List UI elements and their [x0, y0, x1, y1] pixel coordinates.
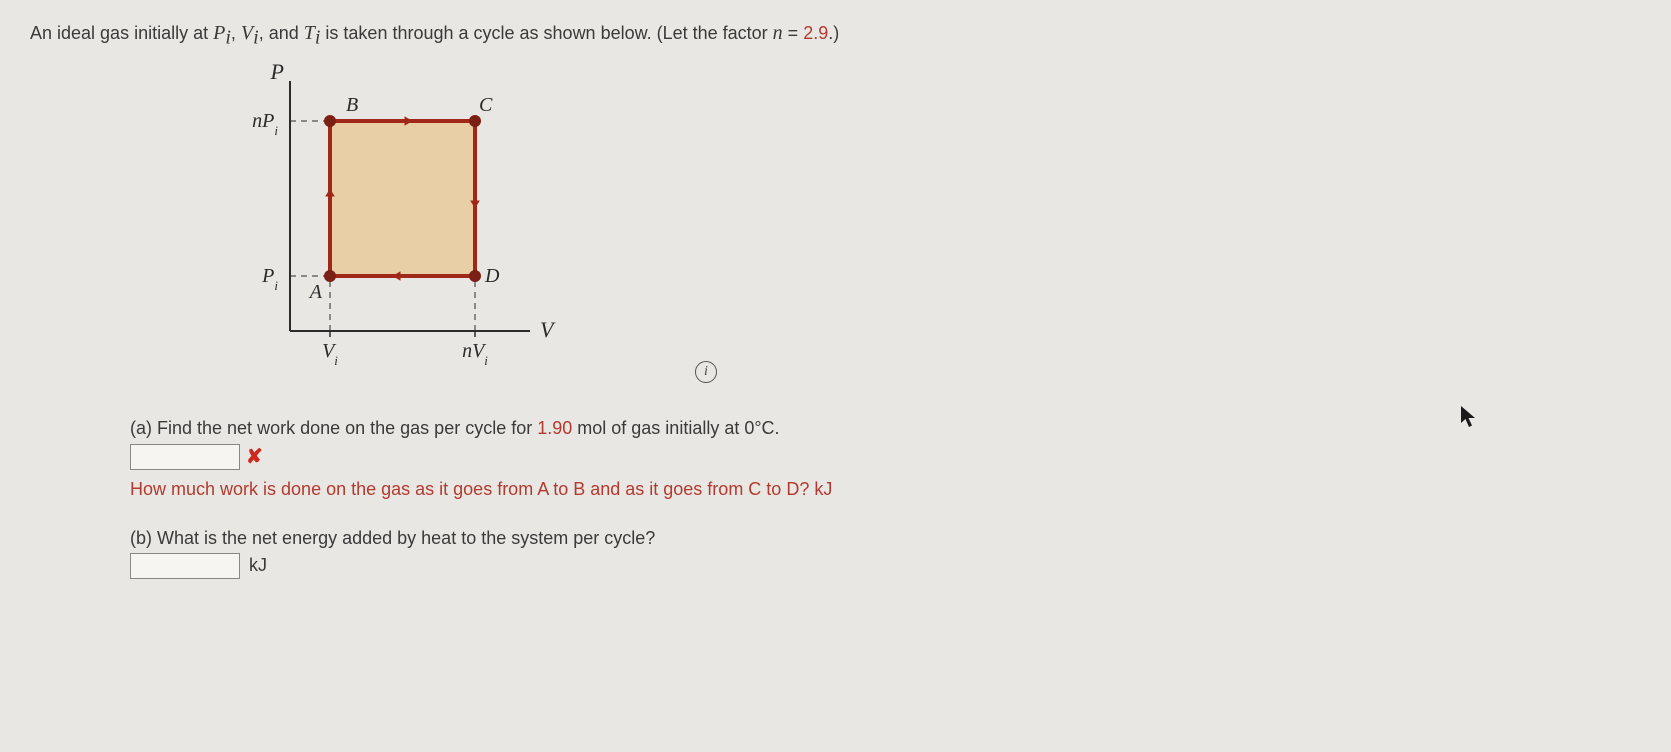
part-a-text: (a) Find the net work done on the gas pe…: [130, 415, 1330, 442]
cursor-icon: [1460, 405, 1478, 429]
part-b-text: (b) What is the net energy added by heat…: [130, 525, 1330, 552]
eq: =: [783, 23, 804, 43]
svg-text:nVi: nVi: [462, 340, 488, 368]
comma1: ,: [231, 23, 241, 43]
p-symbol: P: [213, 22, 225, 44]
svg-text:A: A: [308, 281, 323, 303]
svg-text:Vi: Vi: [322, 340, 338, 368]
question-parts: (a) Find the net work done on the gas pe…: [130, 415, 1330, 579]
info-icon[interactable]: i: [695, 361, 717, 383]
svg-text:P: P: [270, 61, 284, 84]
part-a-answer-row: ✘: [130, 442, 1330, 472]
v-symbol: V: [241, 22, 253, 44]
comma2: , and: [259, 23, 304, 43]
n-symbol: n: [773, 22, 783, 44]
svg-text:Pi: Pi: [261, 265, 278, 293]
svg-text:C: C: [479, 94, 493, 116]
part-a-mol: 1.90: [537, 418, 572, 438]
prompt-text-1: An ideal gas initially at: [30, 23, 213, 43]
part-b-answer-row: kJ: [130, 552, 1330, 579]
prompt-text-2: is taken through a cycle as shown below.…: [320, 23, 772, 43]
svg-text:D: D: [484, 265, 500, 287]
part-a-label1: (a) Find the net work done on the gas pe…: [130, 418, 537, 438]
svg-text:V: V: [540, 317, 556, 342]
t-symbol: T: [304, 22, 315, 44]
part-a: (a) Find the net work done on the gas pe…: [130, 415, 1330, 503]
n-value: 2.9: [803, 23, 828, 43]
pv-diagram-svg: P VnPi Pi Vi nVi A B C D: [200, 61, 620, 391]
part-a-label2: mol of gas initially at 0°C.: [572, 418, 779, 438]
part-b-unit: kJ: [249, 555, 267, 575]
part-a-input[interactable]: [130, 444, 240, 470]
part-a-hint: How much work is done on the gas as it g…: [130, 476, 1330, 503]
pv-diagram: PVnPiPiVinViABCD i: [200, 61, 620, 391]
prompt-end: .): [828, 23, 839, 43]
problem-prompt: An ideal gas initially at Pi, Vi, and Ti…: [30, 18, 1641, 53]
svg-text:B: B: [346, 94, 358, 116]
part-b-input[interactable]: [130, 553, 240, 579]
wrong-icon: ✘: [246, 446, 263, 468]
part-b: (b) What is the net energy added by heat…: [130, 525, 1330, 579]
info-glyph: i: [704, 361, 708, 382]
svg-text:nPi: nPi: [252, 110, 278, 138]
